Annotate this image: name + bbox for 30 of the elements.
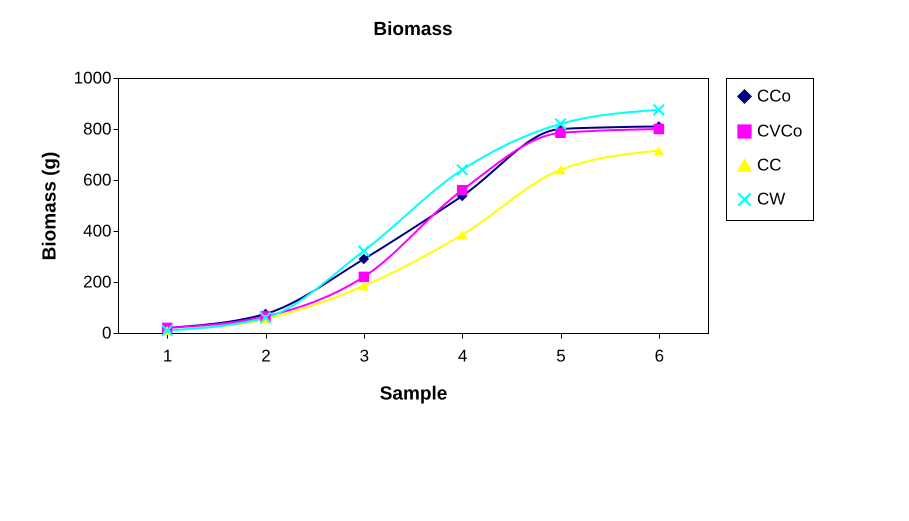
legend-label: CW (757, 190, 786, 208)
point (456, 184, 468, 196)
x-tick-label: 2 (261, 346, 271, 366)
point (652, 104, 666, 116)
y-tick-label: 0 (102, 324, 112, 342)
point (456, 230, 468, 240)
y-tick-label: 800 (83, 120, 112, 138)
y-tick-label: 1000 (74, 68, 112, 88)
legend-label: CVCo (757, 122, 802, 140)
point (358, 254, 370, 264)
legend-label: CC (757, 156, 782, 174)
point (654, 124, 664, 134)
x-tick-label: 1 (162, 346, 172, 366)
point (456, 164, 468, 176)
x-tick-label: 5 (556, 346, 566, 366)
point (358, 272, 370, 282)
x-tick-label: 3 (360, 346, 370, 366)
y-tick-label: 200 (83, 272, 112, 292)
y-axis-title: Biomass (g) (40, 152, 61, 260)
point (358, 244, 370, 258)
point (555, 165, 566, 174)
chart-title: Biomass (373, 19, 453, 40)
x-tick-label: 6 (654, 346, 664, 366)
legend-label: CCo (757, 86, 792, 106)
point (654, 146, 664, 156)
x-axis-title: Sample (380, 384, 448, 404)
point (358, 281, 370, 290)
x-tick-label: 4 (458, 346, 468, 366)
y-tick-label: 400 (83, 222, 112, 240)
y-tick-label: 600 (83, 170, 112, 190)
